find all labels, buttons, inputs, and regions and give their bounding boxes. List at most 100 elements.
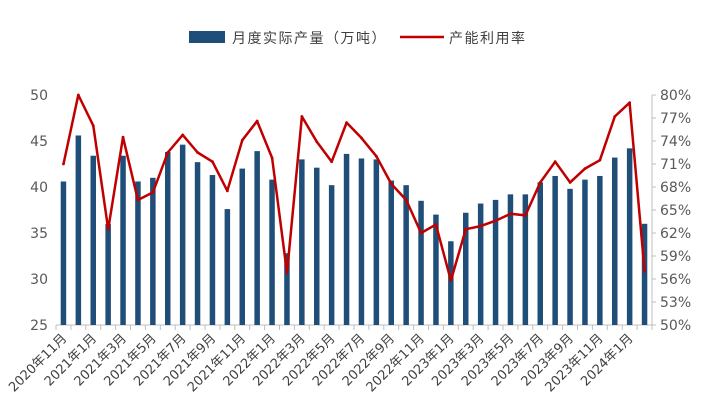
y-right-tick-label: 77%: [660, 111, 691, 127]
legend-swatch-production: [189, 31, 225, 43]
utilization-point: [315, 140, 319, 144]
y-left-tick-label: 25: [30, 318, 48, 334]
production-bar: [209, 175, 216, 325]
utilization-point: [62, 162, 65, 166]
y-right-tick-label: 74%: [660, 134, 691, 150]
utilization-point: [91, 124, 95, 128]
y-left-tick-label: 50: [30, 88, 48, 104]
utilization-point: [538, 181, 542, 184]
y-right-tick-label: 50%: [660, 318, 691, 334]
production-bar: [418, 200, 424, 325]
utilization-point: [151, 190, 155, 194]
production-bar: [477, 203, 484, 325]
production-bar: [358, 158, 365, 325]
utilization-point: [211, 160, 214, 164]
production-bar: [343, 153, 350, 325]
y-right-tick-label: 62%: [660, 226, 691, 242]
utilization-point: [166, 151, 170, 154]
utilization-line: [62, 93, 646, 282]
production-bar: [403, 185, 409, 325]
utilization-point: [136, 198, 140, 202]
y-right-tick-label: 68%: [660, 180, 691, 196]
production-bar: [165, 152, 171, 325]
utilization-point: [121, 135, 125, 139]
utilization-point: [404, 198, 408, 202]
production-bar: [75, 135, 82, 325]
production-bar: [507, 194, 514, 325]
utilization-point: [494, 219, 497, 223]
production-bar: [60, 181, 67, 325]
utilization-point: [106, 227, 110, 231]
utilization-point: [553, 160, 557, 164]
utilization-point: [464, 227, 468, 231]
production-bar: [448, 241, 454, 325]
x-axis-labels: 2020年11月2021年1月2021年3月2021年5月2021年7月2021…: [6, 331, 636, 395]
utilization-point: [270, 156, 274, 160]
production-bar: [194, 162, 201, 325]
y-right-tick-label: 80%: [660, 88, 691, 104]
utilization-point: [583, 167, 587, 171]
y-right-tick-label: 65%: [660, 203, 691, 219]
production-bar: [567, 188, 573, 325]
production-bar: [582, 179, 588, 325]
production-bar: [254, 151, 260, 325]
production-bar: [463, 212, 469, 325]
production-bar: [328, 185, 335, 325]
y-left-tick-label: 35: [30, 226, 48, 242]
production-bar: [239, 168, 245, 325]
production-bar: [641, 223, 648, 325]
utilization-point: [434, 223, 438, 226]
production-bar: [150, 177, 156, 325]
y-right-tick-label: 59%: [660, 249, 691, 265]
utilization-point: [196, 151, 199, 154]
y-left-tick-label: 30: [30, 272, 48, 288]
production-bar: [597, 175, 603, 325]
utilization-point: [285, 271, 289, 275]
y-left-tick-label: 45: [30, 134, 48, 150]
production-bar: [284, 253, 290, 325]
utilization-point: [360, 136, 363, 140]
production-bar: [224, 209, 231, 325]
production-bar: [120, 155, 126, 325]
utilization-point: [389, 182, 393, 186]
utilization-point: [479, 224, 483, 228]
utilization-point: [181, 133, 185, 137]
utilization-point: [374, 154, 378, 158]
utilization-point: [225, 189, 229, 193]
utilization-point: [449, 279, 453, 282]
production-bar: [552, 175, 558, 325]
production-bar: [373, 159, 380, 325]
utilization-point: [255, 119, 259, 123]
y-right-tick-label: 56%: [660, 272, 691, 288]
production-bar: [135, 181, 141, 325]
utilization-point: [523, 213, 527, 217]
utilization-point: [419, 231, 423, 235]
utilization-point: [643, 269, 646, 273]
production-bar: [492, 199, 499, 325]
utilization-point: [300, 115, 304, 118]
y-left-tick-label: 40: [30, 180, 48, 196]
production-bar: [537, 182, 543, 325]
utilization-point: [509, 212, 512, 216]
legend: 月度实际产量（万吨） 产能利用率: [189, 30, 527, 47]
axes: 25 30 35 40 45 50 50% 53% 56% 59% 62% 65% 68% 71% 74% 7…: [30, 88, 691, 334]
production-bar: [626, 148, 633, 325]
production-bar: [433, 214, 439, 325]
legend-label-utilization: 产能利用率: [449, 30, 527, 47]
utilization-point: [76, 93, 80, 97]
production-bar: [612, 157, 618, 325]
y-right-tick-label: 53%: [660, 295, 691, 311]
production-bar: [522, 194, 529, 325]
production-bar: [388, 180, 394, 325]
production-bar: [269, 179, 275, 325]
production-bars: [60, 135, 648, 325]
production-bar: [314, 167, 320, 325]
legend-label-production: 月度实际产量（万吨）: [232, 31, 387, 47]
production-bar: [299, 159, 305, 325]
utilization-point: [330, 160, 334, 164]
utilization-point: [240, 138, 244, 142]
production-bar: [105, 223, 111, 325]
utilization-point: [613, 115, 617, 118]
